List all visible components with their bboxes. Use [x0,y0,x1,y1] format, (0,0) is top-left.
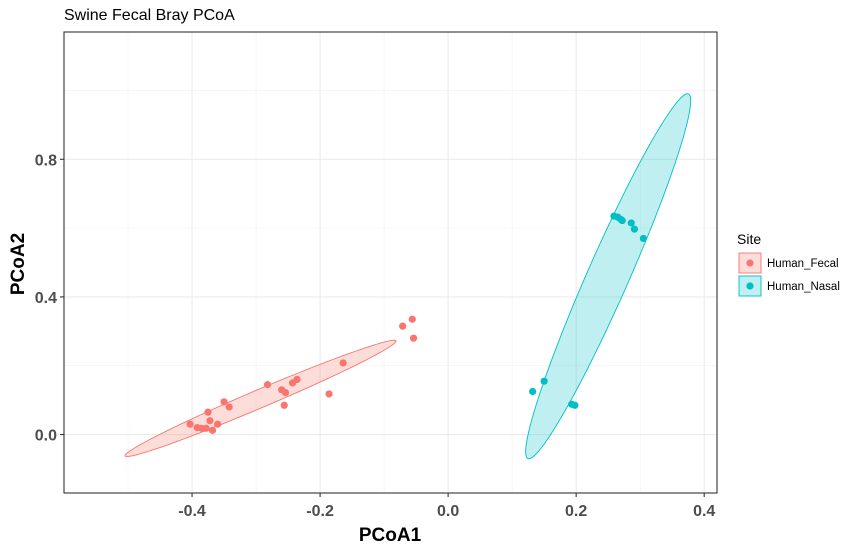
point-human-fecal [339,359,347,367]
point-human-fecal [399,322,407,330]
legend-title: Site [737,231,761,247]
legend-point-human-fecal [746,259,754,267]
point-human-nasal [639,234,647,243]
point-human-fecal [325,390,333,398]
point-human-fecal [409,334,418,342]
point-human-fecal [204,408,212,416]
legend-label-human-nasal: Human_Nasal [767,281,840,293]
point-human-fecal [208,426,217,434]
x-tick-label: 0.4 [693,503,715,520]
point-human-fecal [225,403,233,411]
y-axis-title: PCoA2 [8,233,29,295]
point-human-fecal [281,388,290,397]
point-human-fecal [293,375,301,384]
x-tick-label: -0.2 [306,503,334,520]
point-human-nasal [618,216,626,225]
plot-panel [63,31,718,494]
point-human-fecal [280,401,288,409]
point-human-nasal [630,225,639,233]
x-axis-title: PCoA1 [359,525,422,546]
ellipse-human-fecal [124,339,397,457]
ellipse-human-nasal [525,93,692,460]
point-human-nasal [571,401,579,409]
point-human-fecal [206,417,214,425]
y-tick-label: 0.4 [35,290,57,307]
point-human-nasal [529,387,537,396]
legend-label-human-fecal: Human_Fecal [767,258,839,270]
legend-point-human-nasal [746,282,754,290]
point-human-fecal [408,315,416,323]
point-human-fecal [220,398,228,406]
point-human-fecal [214,420,222,428]
point-human-fecal [202,424,210,432]
point-human-fecal [186,420,194,428]
x-tick-label: 0.0 [437,503,459,520]
point-human-fecal [263,381,272,389]
point-human-nasal [627,219,635,227]
legend: Site Human_Fecal Human_Nasal [737,231,840,297]
y-tick-label: 0.0 [35,428,57,445]
point-human-nasal [540,377,548,385]
y-tick-label: 0.8 [35,152,57,169]
chart-title: Swine Fecal Bray PCoA [64,7,235,24]
panel-border [63,31,718,494]
x-tick-label: 0.2 [565,503,587,520]
x-tick-label: -0.4 [178,503,206,520]
